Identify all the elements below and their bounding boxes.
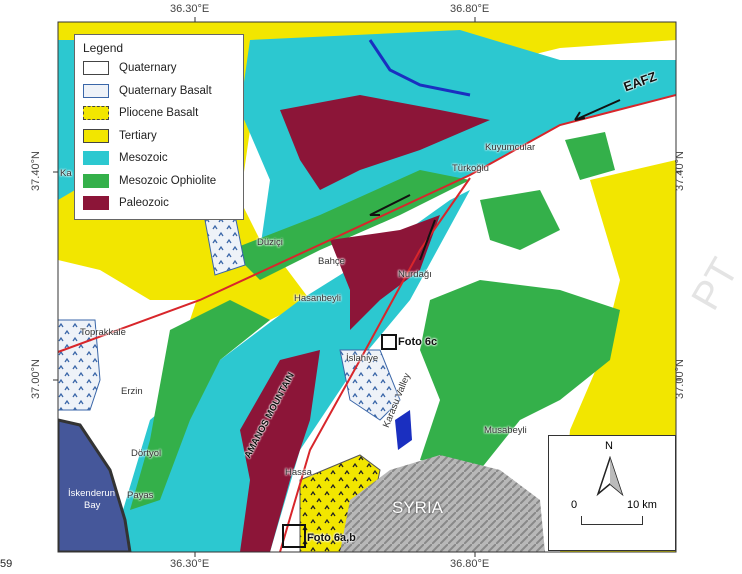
ophiolite-swatch: [83, 173, 109, 188]
legend-label: Mesozoic: [119, 152, 168, 165]
legend-item-quaternary: Quaternary: [75, 57, 243, 80]
label-turkoglu: Türkoğlu: [452, 163, 489, 174]
scale-zero: 0: [571, 499, 578, 511]
fault-dead-sea: [279, 177, 471, 552]
quaternary-basalt-unit: [58, 319, 101, 411]
ophiolite-unit: [565, 132, 615, 180]
label-payas: Payas: [127, 490, 154, 501]
label-kuyumcular: Kuyumcular: [485, 142, 536, 153]
map-legend: Legend Quaternary Quaternary Basalt Plio…: [74, 34, 244, 220]
label-nurdagi: Nurdağı: [398, 269, 432, 280]
river: [368, 39, 471, 97]
north-label: N: [605, 440, 613, 452]
graticule-ticks: [53, 17, 681, 557]
slip-arrow: [369, 194, 436, 261]
foto-6c-box[interactable]: [381, 334, 397, 350]
legend-item-paleozoic: Paleozoic: [75, 192, 243, 215]
north-arrow-icon: [596, 456, 624, 497]
legend-item-quaternary-basalt: Quaternary Basalt: [75, 80, 243, 103]
tick-bottom-2: 36.80°E: [450, 558, 490, 570]
legend-title: Legend: [83, 41, 124, 55]
label-duzici: Düziçi: [257, 237, 283, 248]
page-number: 59: [0, 558, 13, 570]
ophiolite-unit: [480, 190, 560, 250]
paleozoic-unit: [330, 215, 440, 330]
tick-right-2: 37.00°N: [673, 359, 686, 399]
tertiary-swatch: [83, 128, 109, 143]
scale-bar: [581, 516, 643, 525]
legend-label: Paleozoic: [119, 197, 169, 210]
ophiolite-unit: [420, 280, 620, 470]
pliocene-basalt-swatch: [83, 106, 109, 121]
foto-6ab-box[interactable]: [282, 524, 306, 548]
legend-label: Tertiary: [119, 129, 157, 142]
label-foto-6c[interactable]: Foto 6c: [398, 336, 438, 348]
paleozoic-swatch: [83, 196, 109, 211]
legend-label: Quaternary Basalt: [119, 84, 212, 97]
legend-item-mesozoic: Mesozoic: [75, 147, 243, 170]
legend-label: Quaternary: [119, 62, 177, 75]
tick-left-2: 37.00°N: [29, 359, 42, 399]
label-musabeyli: Musabeyli: [484, 425, 527, 436]
scale-max: 10 km: [627, 499, 657, 511]
label-islahiye: İslahiye: [346, 353, 379, 364]
scale-north-box: N 0 10 km: [548, 435, 676, 551]
legend-label: Mesozoic Ophiolite: [119, 174, 217, 187]
paleozoic-unit: [240, 350, 320, 552]
label-hasanbeyli: Hasanbeyli: [294, 293, 341, 304]
legend-item-ophiolite: Mesozoic Ophiolite: [75, 170, 243, 193]
mesozoic-swatch: [83, 151, 109, 166]
tick-top-2: 36.80°E: [450, 3, 490, 15]
label-erzin: Erzin: [121, 386, 143, 397]
mesozoic-unit: [58, 40, 75, 200]
paleozoic-unit: [280, 95, 490, 190]
legend-item-pliocene-basalt: Pliocene Basalt: [75, 102, 243, 125]
ophiolite-unit: [130, 300, 270, 510]
label-bay: Bay: [84, 500, 101, 511]
label-iskenderun: İskenderun: [68, 488, 116, 499]
ophiolite-unit: [230, 170, 470, 280]
iskenderun-bay: [58, 418, 132, 552]
tick-right-1: 37.40°N: [673, 151, 686, 191]
label-bahce: Bahçe: [318, 256, 345, 267]
label-foto-6ab[interactable]: Foto 6a,b: [307, 532, 356, 544]
label-hassa: Hassa: [285, 467, 312, 478]
label-syria: SYRIA: [392, 498, 444, 517]
eafz-arrow: [574, 99, 621, 121]
tick-left-1: 37.40°N: [29, 151, 42, 191]
hillshade-syria: [340, 455, 545, 552]
map-frame: [57, 21, 677, 553]
label-dortyol: Dörtyol: [131, 448, 162, 459]
legend-label: Pliocene Basalt: [119, 107, 199, 120]
label-ka: Ka: [60, 168, 72, 179]
tick-top-1: 36.30°E: [170, 3, 210, 15]
quaternary-swatch: [83, 61, 109, 76]
lake: [395, 410, 412, 450]
label-toprakkale: Toprakkale: [80, 327, 126, 338]
legend-item-tertiary: Tertiary: [75, 125, 243, 148]
quaternary-basalt-swatch: [83, 83, 109, 98]
tick-bottom-1: 36.30°E: [170, 558, 210, 570]
